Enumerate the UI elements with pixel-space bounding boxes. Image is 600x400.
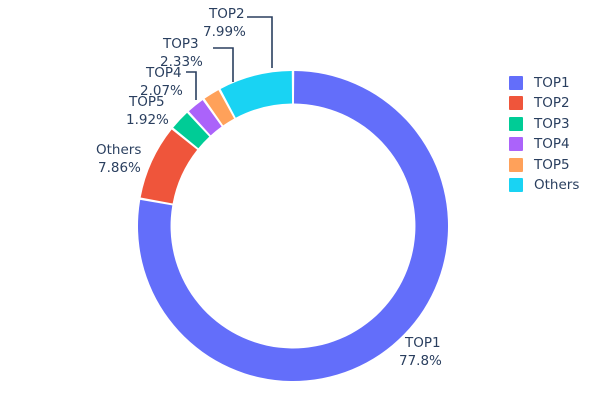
legend-label-others: Others [534,177,580,193]
legend-item-top5[interactable]: TOP5 [509,155,570,175]
legend-swatch-top3 [509,116,523,131]
legend-swatch-others [509,178,523,192]
legend-swatch-top4 [509,137,523,152]
slice-label-others-pct: 7.86% [98,160,141,176]
slice-label-top1-pct: 77.8% [399,353,442,369]
donut-slice-top5[interactable] [204,90,235,126]
slice-label-top4-name: TOP4 [145,65,182,81]
legend-label-top4: TOP4 [534,136,570,153]
slice-label-others-name: Others [96,142,141,158]
legend-item-top1[interactable]: TOP1 [509,73,570,93]
label-leader-lines [186,16,273,100]
legend-label-top1: TOP1 [534,75,570,91]
slice-label-top4-pct: 2.07% [140,83,183,99]
legend-label-top3: TOP3 [534,115,570,132]
donut-slice-others[interactable] [220,71,293,118]
legend-item-others[interactable]: Others [509,175,579,195]
legend-label-top2: TOP2 [534,95,570,112]
legend-swatch-top1 [509,76,523,90]
legend-label-top5: TOP5 [534,156,570,173]
slice-label-top5-pct: 1.92% [126,112,169,128]
slice-label-top5-name: TOP5 [128,94,165,110]
leader-line-top4 [186,71,197,100]
legend-item-top2[interactable]: TOP2 [509,93,570,113]
donut-slice-top3[interactable] [173,112,210,149]
legend-swatch-top5 [509,157,523,172]
donut-slices [137,71,448,382]
slice-label-top2-name: TOP2 [208,6,245,22]
donut-slice-top4[interactable] [188,100,222,136]
slice-label-top3-name: TOP3 [162,36,199,52]
legend-item-top3[interactable]: TOP3 [509,114,570,134]
slice-label-top2-pct: 7.99% [203,24,246,40]
slice-label-top3-pct: 2.33% [160,54,203,70]
donut-slice-top2[interactable] [140,129,198,204]
leader-line-top3 [213,47,234,82]
slice-label-top1-name: TOP1 [404,335,441,351]
leader-line-top2 [247,16,273,68]
legend-swatch-top2 [509,96,523,111]
legend-item-top4[interactable]: TOP4 [509,134,570,154]
